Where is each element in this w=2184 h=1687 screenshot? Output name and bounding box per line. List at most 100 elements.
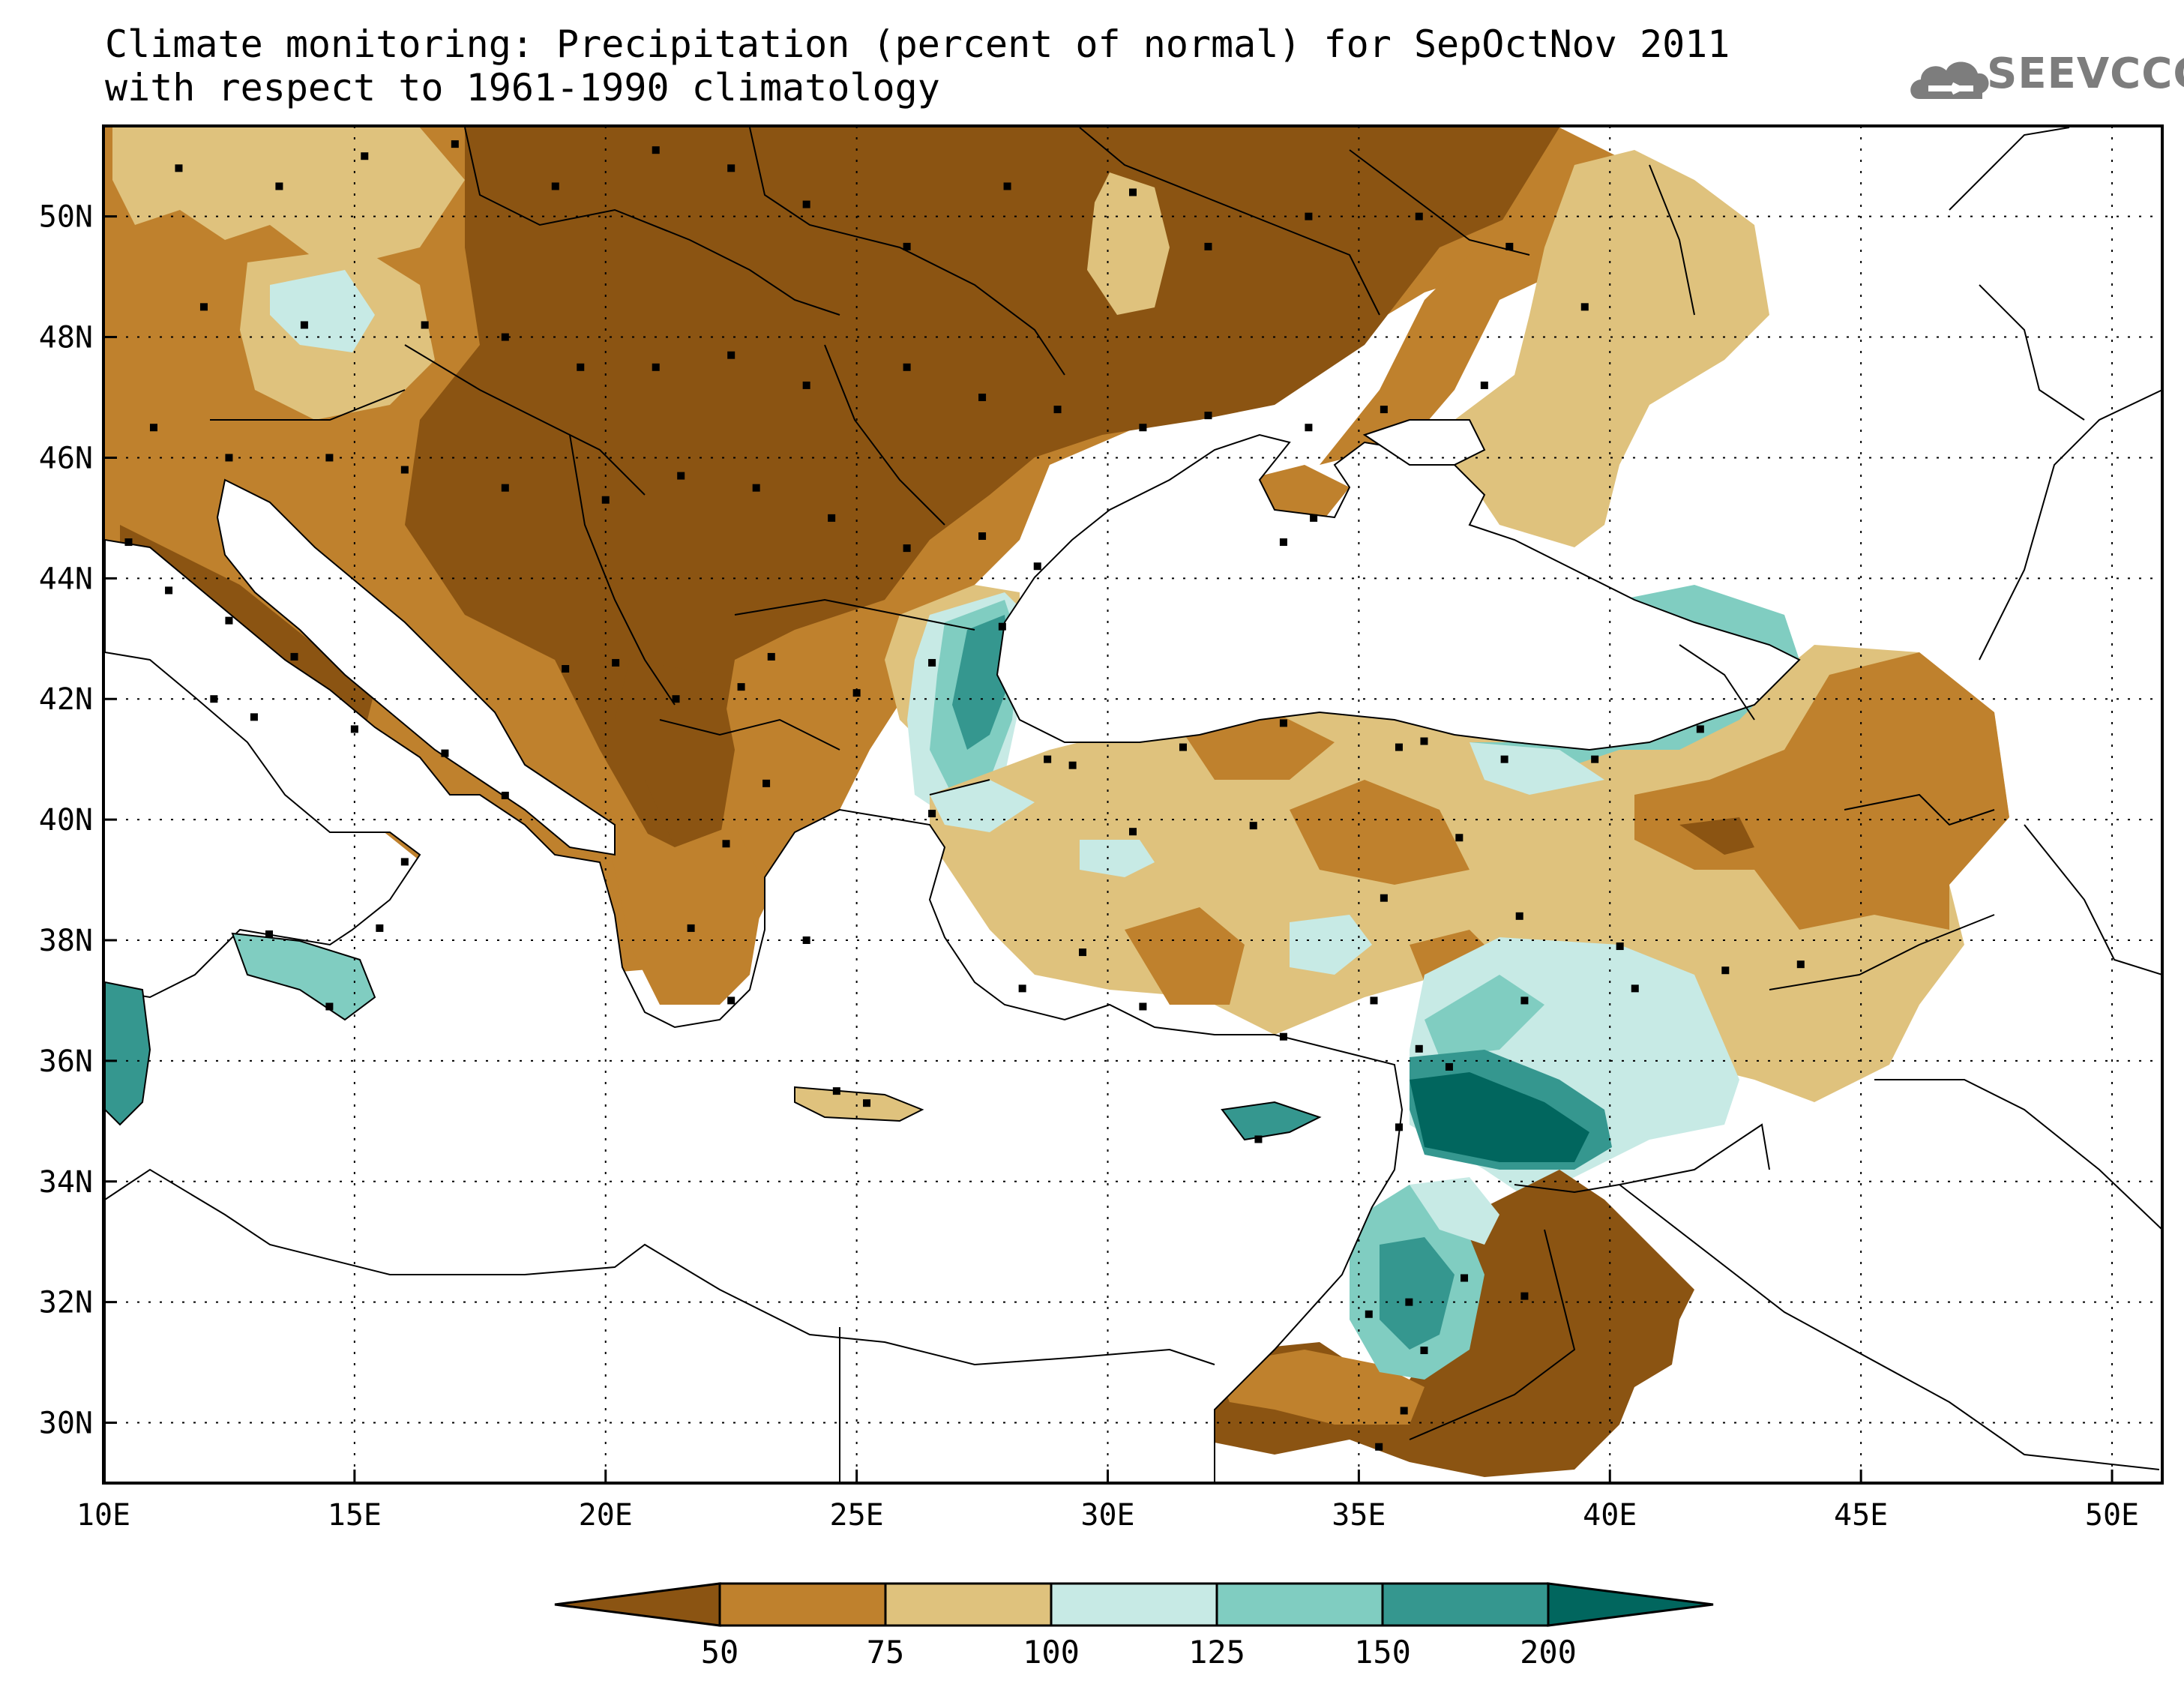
station-marker: [863, 1099, 871, 1107]
station-marker: [300, 321, 308, 329]
station-marker: [1139, 1002, 1147, 1011]
station-marker: [928, 810, 936, 818]
station-marker: [1520, 1292, 1529, 1300]
cyprus-island: [1221, 1101, 1322, 1141]
azov-sea: [1362, 419, 1486, 466]
station-marker: [677, 472, 685, 480]
station-marker: [1480, 381, 1488, 389]
station-marker: [832, 1087, 840, 1095]
station-marker: [1380, 406, 1388, 414]
title-line-1: Climate monitoring: Precipitation (perce…: [105, 22, 1730, 66]
region-blacksea-west-wet-3: [952, 615, 1012, 750]
precipitation-field: [104, 127, 2162, 1483]
station-marker: [652, 146, 660, 154]
title-line-2: with respect to 1961-1990 climatology: [105, 66, 940, 109]
x-tick-label: 50E: [2085, 1498, 2139, 1533]
region-east-anatolia-core: [1679, 817, 1754, 855]
colorbar-segment: [1050, 1582, 1218, 1627]
station-marker: [1305, 424, 1313, 432]
colorbar-tick-label: 50: [701, 1634, 739, 1671]
x-tick-label: 10E: [76, 1498, 130, 1533]
colorbar-tick-label: 125: [1188, 1634, 1245, 1671]
station-marker: [1796, 960, 1805, 969]
station-marker: [1204, 412, 1212, 420]
station-marker: [1204, 242, 1212, 250]
x-tick-label: 45E: [1834, 1498, 1888, 1533]
colorbar-tick-label: 200: [1520, 1634, 1577, 1671]
region-russia-moderate: [1425, 150, 1769, 547]
station-marker: [1370, 996, 1378, 1005]
station-marker: [998, 622, 1006, 631]
station-marker: [652, 363, 660, 371]
station-marker: [752, 484, 760, 492]
region-anatolia-wet-1: [1080, 840, 1155, 877]
station-marker: [265, 930, 274, 938]
black-sea: [996, 433, 1801, 751]
station-marker: [290, 652, 298, 661]
station-marker: [828, 514, 836, 522]
station-marker: [802, 200, 810, 208]
station-marker: [577, 363, 585, 371]
station-marker: [1415, 212, 1423, 220]
station-marker: [727, 996, 735, 1005]
station-marker: [1003, 182, 1011, 190]
colorbar-tick-label: 75: [867, 1634, 905, 1671]
station-marker: [687, 924, 695, 932]
station-marker: [978, 394, 987, 401]
region-ukraine-moderate: [1320, 127, 1634, 465]
station-marker: [124, 538, 133, 547]
x-tick-label: 40E: [1583, 1498, 1637, 1533]
region-alps-moderate: [112, 127, 465, 270]
graticule: [102, 126, 2162, 1483]
station-marker: [175, 164, 183, 172]
station-marker: [1279, 719, 1287, 727]
region-thrace-wet: [930, 780, 1035, 832]
region-syria-wet-2: [1425, 975, 1544, 1057]
region-blacksea-south-wet-2: [1469, 742, 1604, 795]
station-marker: [1279, 1032, 1287, 1041]
map-frame: [102, 124, 2164, 1485]
country-borders: [104, 127, 2162, 1483]
x-tick-label: 20E: [579, 1498, 633, 1533]
station-marker: [802, 381, 810, 389]
y-tick-label: 36N: [39, 1044, 93, 1079]
station-marker: [1254, 1135, 1263, 1143]
station-marker: [601, 496, 610, 504]
station-marker: [727, 351, 735, 359]
station-marker: [149, 424, 157, 432]
station-marker: [903, 242, 911, 250]
station-marker: [400, 466, 409, 474]
station-marker: [1079, 948, 1087, 957]
station-marker: [400, 858, 409, 866]
y-tick-label: 30N: [39, 1407, 93, 1441]
y-tick-label: 32N: [39, 1286, 93, 1320]
x-tick-label: 25E: [830, 1498, 884, 1533]
station-marker: [1721, 966, 1730, 975]
mediterranean-sea: [104, 538, 1404, 1483]
station-marker: [672, 695, 680, 703]
station-marker: [903, 363, 911, 371]
station-marker: [1310, 514, 1318, 522]
station-marker: [275, 182, 283, 190]
station-marker: [501, 791, 509, 799]
region-poland-moderate: [1087, 172, 1170, 315]
y-tick-label: 48N: [39, 321, 93, 355]
station-marker: [727, 164, 735, 172]
crete-island: [794, 1086, 924, 1122]
region-dry-balkan: [615, 660, 735, 847]
station-marker: [501, 333, 509, 341]
colorbar-tick-label: 150: [1354, 1634, 1411, 1671]
x-tick-label: 30E: [1080, 1498, 1134, 1533]
station-marker: [1520, 996, 1529, 1005]
latitude-labels: 30N 32N 34N 36N 38N 40N 42N 44N 46N 48N 50N: [39, 200, 93, 1441]
station-marker: [978, 532, 987, 541]
y-tick-label: 46N: [39, 441, 93, 475]
station-marker: [1591, 755, 1599, 763]
station-marker: [1129, 828, 1137, 836]
x-tick-label: 15E: [328, 1498, 382, 1533]
colorbar-segment: [1215, 1582, 1384, 1627]
region-anatolia-dry-3: [1125, 907, 1245, 1005]
region-anatolia-wet-2: [1290, 915, 1372, 975]
station-marker: [562, 665, 570, 673]
